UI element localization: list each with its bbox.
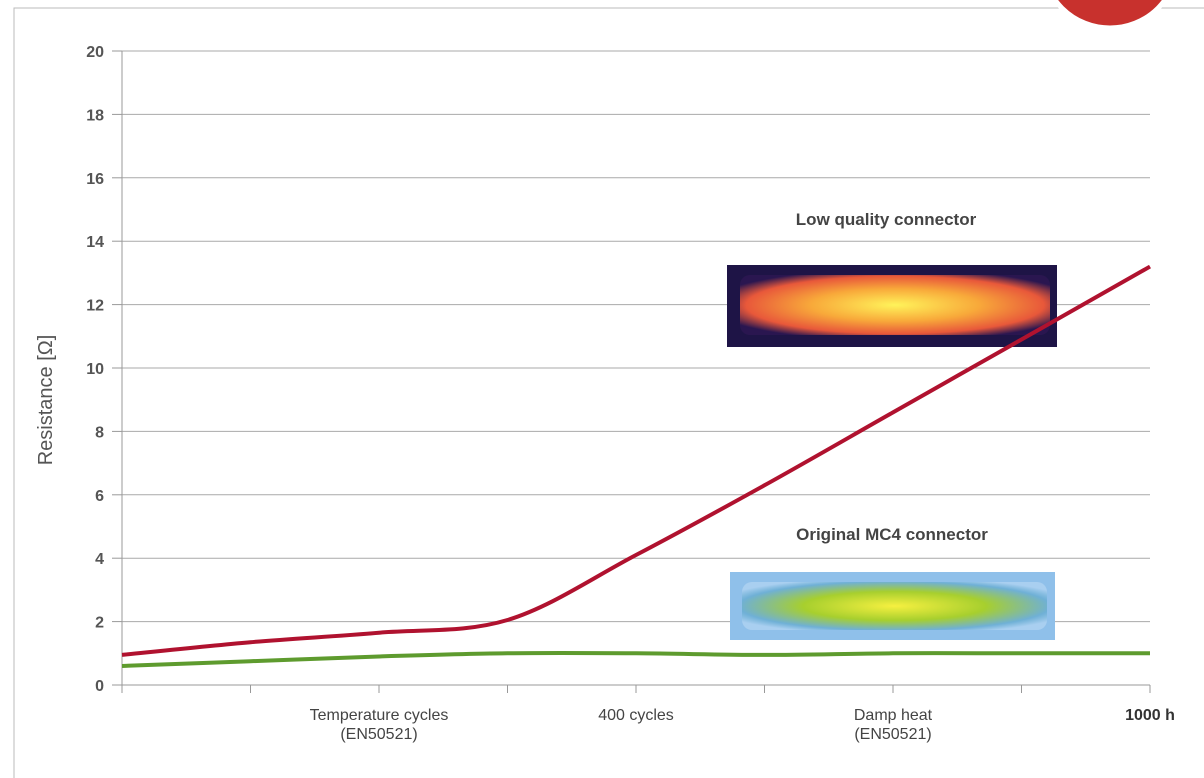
y-tick-label: 8 [95,424,104,441]
y-tick-label: 18 [86,107,104,124]
thermal-image-cool [742,582,1047,630]
series-line [122,653,1150,666]
thermal-image-hot [740,275,1050,335]
y-axis-label: Resistance [Ω] [35,335,57,466]
x-tick-label: 1000 h [1125,707,1175,724]
page: {"chart_data": {"type": "line", "y_label… [0,0,1204,778]
x-tick-label: Temperature cycles(EN50521) [310,707,449,743]
y-tick-label: 4 [95,551,104,568]
badge [1042,0,1178,28]
y-tick-label: 16 [86,171,104,188]
x-tick-label: 400 cycles [598,707,674,724]
y-tick-label: 0 [95,678,104,695]
y-tick-label: 12 [86,298,104,315]
chart: Resistance [Ω] Low quality connector Ori… [0,0,1204,778]
y-tick-label: 14 [86,234,104,251]
y-tick-label: 2 [95,615,104,632]
series-label: Low quality connector [796,210,977,229]
y-tick-label: 20 [86,44,104,61]
x-tick-label: Damp heat(EN50521) [854,707,933,743]
y-tick-label: 10 [86,361,104,378]
y-tick-label: 6 [95,488,104,505]
series-label: Original MC4 connector [796,525,988,544]
